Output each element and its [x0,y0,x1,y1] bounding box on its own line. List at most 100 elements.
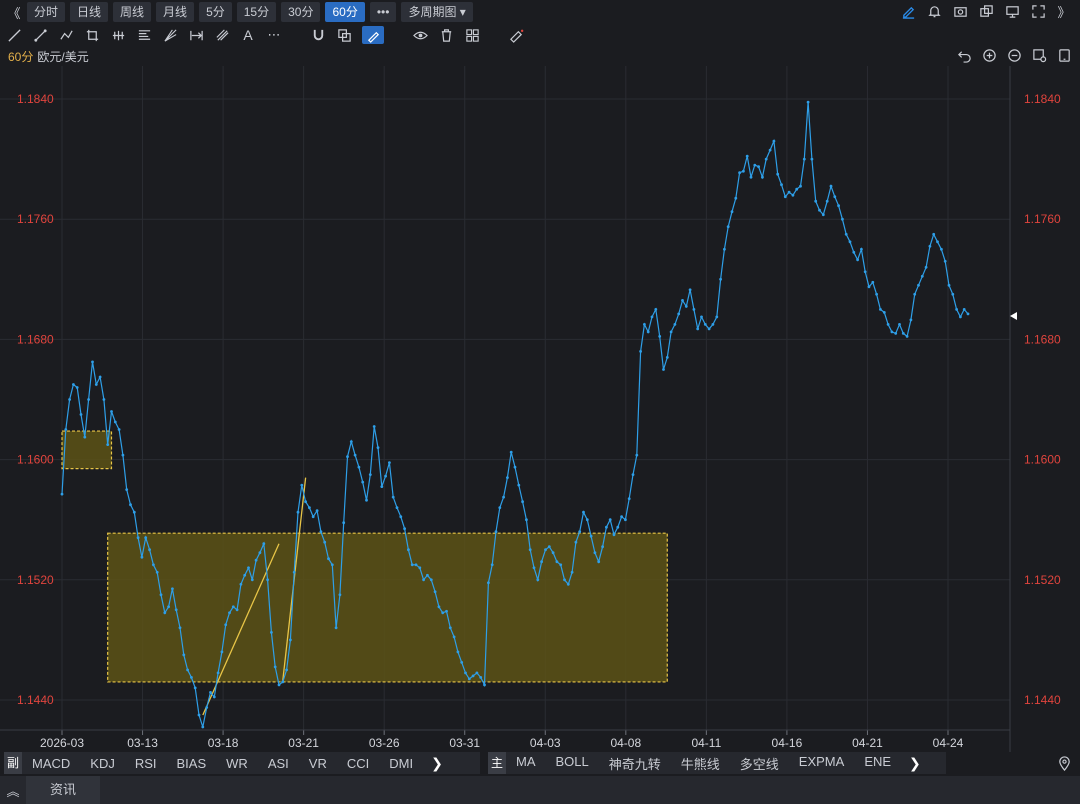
collapse-icon[interactable]: 《 [7,5,21,21]
sub-indicator-item[interactable]: WR [226,755,248,771]
settings-frame-icon[interactable] [1031,47,1047,63]
expand-icon[interactable]: 》 [1057,4,1071,20]
fan-tool-icon[interactable] [162,27,178,43]
period-button-30m[interactable]: 30分 [281,2,321,22]
sub-indicator-item[interactable]: BIAS [176,755,207,771]
price-point [806,100,810,104]
range-tool-icon[interactable] [188,27,204,43]
main-indicator-item[interactable]: 多空线 [739,756,779,772]
price-point [837,204,840,208]
main-indicator-item[interactable]: 牛熊线 [680,756,720,772]
period-button-fenshi[interactable]: 分时 [27,2,66,22]
ray-tool-icon[interactable] [32,27,48,43]
multi-period-dropdown[interactable]: 多周期图 ▾ [401,2,473,22]
price-point [582,510,585,514]
price-point [79,413,83,416]
sub-next-arrow[interactable]: ❯ [431,754,443,771]
monitor-icon[interactable] [1004,3,1020,19]
rect-tool-icon[interactable] [84,27,100,43]
price-point [464,671,467,675]
pitchfork-tool-icon[interactable] [214,27,230,43]
location-pin-icon[interactable] [1056,755,1072,771]
price-point [334,626,338,630]
sub-indicator-item[interactable]: VR [308,755,327,771]
sub-indicator-item[interactable]: DMI [389,755,414,771]
drawings-layer[interactable] [61,430,668,716]
tablet-icon[interactable] [1056,47,1072,63]
price-point [106,443,110,446]
line-tool-icon[interactable] [6,27,22,43]
price-point [384,474,387,478]
undo-icon[interactable] [956,47,972,63]
main-indicator-item[interactable]: EXPMA [798,753,845,769]
period-button-week[interactable]: 周线 [113,2,152,22]
edit-icon[interactable] [900,3,916,19]
pencil-tool-icon[interactable] [362,26,384,44]
period-button-day[interactable]: 日线 [70,2,109,22]
price-point [391,495,395,499]
magnet-icon[interactable] [310,27,326,43]
main-next-arrow[interactable]: ❯ [909,754,921,771]
eye-icon[interactable] [412,27,428,43]
period-button-5m[interactable]: 5分 [199,2,232,22]
price-point [665,356,669,359]
ruler-icon[interactable] [508,27,524,43]
sub-indicator-item[interactable]: RSI [134,755,157,771]
sub-indicator-item[interactable]: CCI [346,755,370,771]
price-point [445,609,448,613]
price-point [578,530,582,534]
price-point [91,360,94,364]
price-point [132,510,136,514]
period-button-month[interactable]: 月线 [156,2,195,22]
parallel-tool-icon[interactable] [110,27,126,43]
period-button-60m[interactable]: 60分 [325,2,365,22]
collapse-up-icon[interactable]: ︽ [6,783,20,799]
more-tool-icon[interactable]: ⋯ [267,27,281,42]
price-point [140,555,144,559]
price-point [947,283,951,287]
zoom-out-icon[interactable] [1006,47,1022,63]
price-point [856,258,859,262]
text-tool-icon[interactable]: A [243,27,253,43]
fullscreen-icon[interactable] [1030,3,1046,19]
price-point [403,527,406,531]
price-point [193,686,197,690]
price-point [197,713,201,717]
price-point [936,240,939,244]
y-tick-label: 1.1840 [1024,92,1061,106]
zoom-in-icon[interactable] [981,47,997,63]
sub-indicator-item[interactable]: ASI [267,755,289,771]
price-point [136,536,140,540]
price-point [171,587,174,591]
price-point [228,611,231,615]
last-price-marker [1010,312,1017,320]
period-button-15m[interactable]: 15分 [236,2,277,22]
price-point [624,518,627,522]
price-point [353,453,357,457]
sub-indicator-item[interactable]: MACD [32,755,71,771]
main-indicator-item[interactable]: BOLL [555,753,589,769]
copy-icon[interactable] [978,3,994,19]
layout-icon[interactable] [464,27,480,43]
bell-icon[interactable] [926,3,942,19]
price-point [506,476,509,479]
trash-icon[interactable] [438,27,454,43]
news-tab[interactable]: 资讯 [26,776,101,804]
more-periods-button[interactable]: ••• [369,2,397,22]
price-point [681,299,684,302]
polyline-tool-icon[interactable] [58,27,74,43]
main-indicator-item[interactable]: ENE [864,753,892,769]
camera-icon[interactable] [952,3,968,19]
price-point [692,308,696,311]
price-point [319,530,323,534]
price-point [209,691,212,694]
main-indicator-item[interactable]: MA [516,753,536,769]
main-indicator-item[interactable]: 神奇九转 [608,756,661,772]
fib-tool-icon[interactable] [136,27,152,43]
clone-icon[interactable] [336,27,352,43]
price-point [879,308,882,311]
price-chart[interactable]: 1.1840 1.1760 1.1680 1.1600 1.1520 1.1440 1.1… [0,66,1080,752]
price-point [258,551,262,555]
sub-indicator-item[interactable]: KDJ [90,755,115,771]
price-point [955,308,958,311]
